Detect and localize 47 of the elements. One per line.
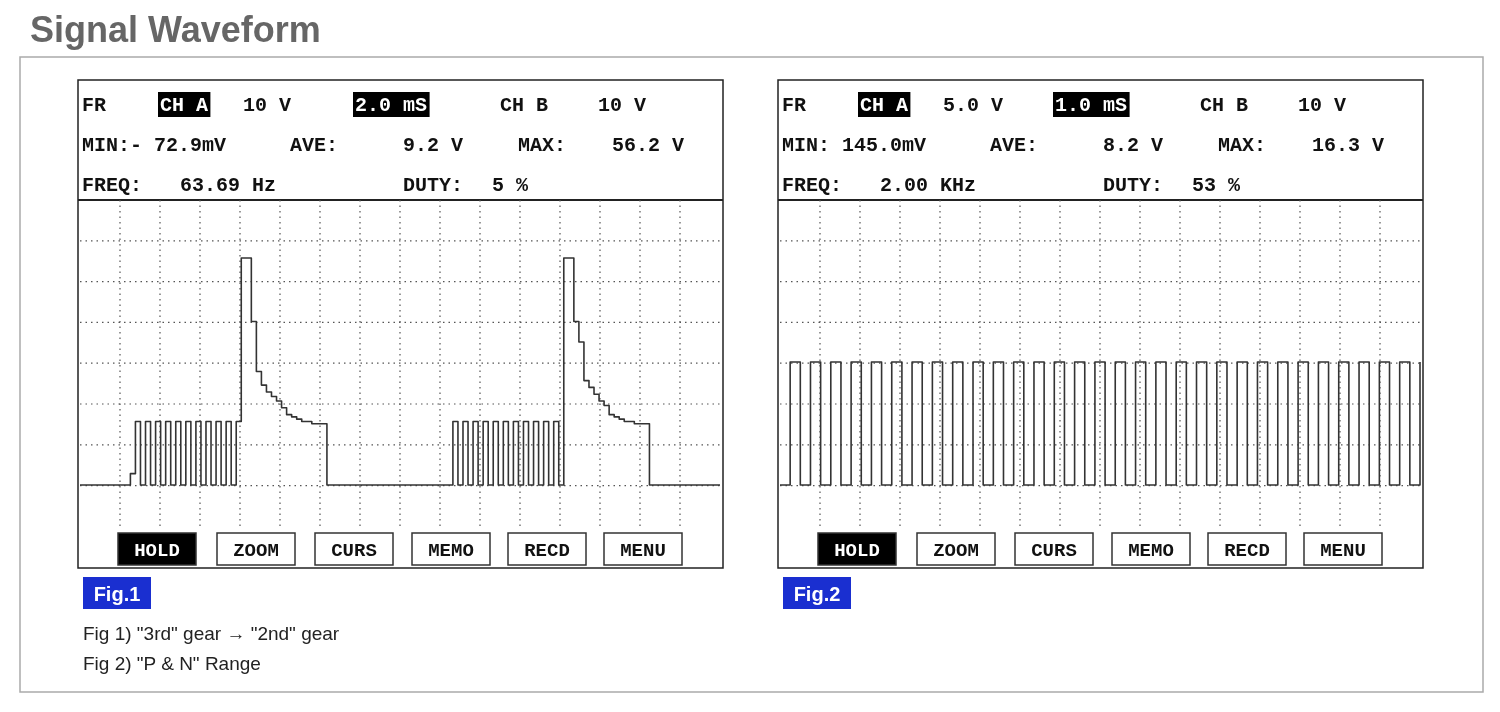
text: FREQ:	[782, 174, 843, 197]
text: 10 V	[598, 94, 647, 117]
caption: Fig 2) "P & N" Range	[83, 653, 261, 674]
text: Fig.2	[793, 583, 841, 605]
text: MIN:- 72.9mV	[82, 134, 227, 157]
text: HOLD	[134, 540, 180, 562]
text: CURS	[331, 540, 377, 562]
text: 10 V	[243, 94, 292, 117]
text: ZOOM	[233, 540, 279, 562]
text: CURS	[1031, 540, 1077, 562]
text: MEMO	[1128, 540, 1174, 562]
text: FR	[82, 94, 107, 117]
text: 63.69 Hz	[180, 174, 277, 197]
text: 53 %	[1192, 174, 1242, 197]
text: RECD	[524, 540, 570, 562]
text: DUTY:	[1103, 174, 1164, 197]
text: CH A	[860, 94, 909, 117]
text: ZOOM	[933, 540, 979, 562]
text: HOLD	[834, 540, 880, 562]
text: MENU	[620, 540, 666, 562]
text: RECD	[1224, 540, 1270, 562]
text: 2.0 mS	[355, 94, 428, 117]
text: 10 V	[1298, 94, 1347, 117]
text: MAX:	[518, 134, 567, 157]
text: AVE:	[990, 134, 1039, 157]
text: CH A	[160, 94, 209, 117]
text: 1.0 mS	[1055, 94, 1128, 117]
text: 5 %	[492, 174, 529, 197]
text: 2.00 KHz	[880, 174, 977, 197]
text: Fig.1	[93, 583, 141, 605]
text: MENU	[1320, 540, 1366, 562]
text: CH B	[500, 94, 549, 117]
caption: Fig 1) "3rd" gear → "2nd" gear	[83, 623, 340, 644]
text: MIN: 145.0mV	[782, 134, 927, 157]
text: MEMO	[428, 540, 474, 562]
text: CH B	[1200, 94, 1249, 117]
text: 8.2 V	[1103, 134, 1164, 157]
text: MAX:	[1218, 134, 1267, 157]
text: AVE:	[290, 134, 339, 157]
text: 56.2 V	[612, 134, 685, 157]
text: 9.2 V	[403, 134, 464, 157]
text: 16.3 V	[1312, 134, 1385, 157]
chart-title: Signal Waveform	[30, 9, 321, 50]
text: DUTY:	[403, 174, 464, 197]
text: FREQ:	[82, 174, 143, 197]
text: FR	[782, 94, 807, 117]
text: 5.0 V	[943, 94, 1004, 117]
